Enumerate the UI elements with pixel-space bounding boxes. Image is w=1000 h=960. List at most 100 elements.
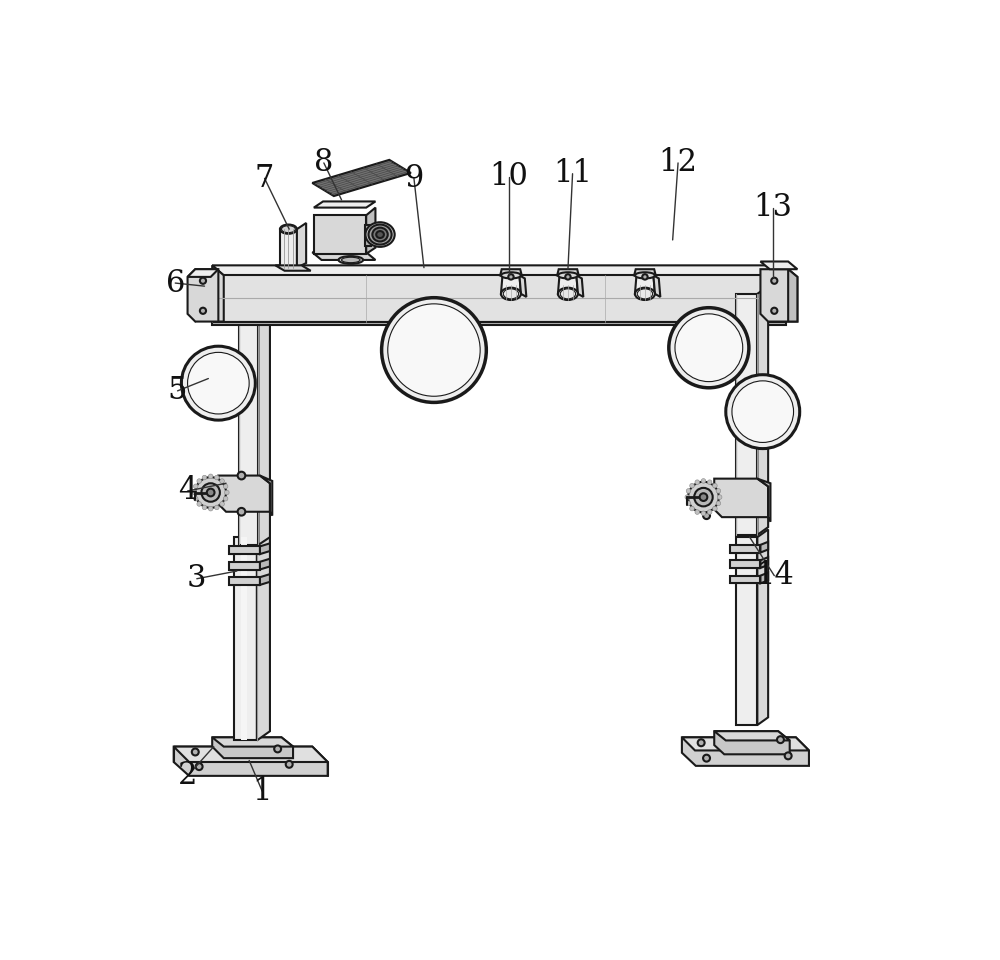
Polygon shape	[500, 269, 522, 276]
Circle shape	[701, 479, 706, 483]
Ellipse shape	[558, 288, 578, 300]
Circle shape	[200, 308, 206, 314]
Polygon shape	[212, 265, 224, 322]
Polygon shape	[730, 545, 760, 553]
Polygon shape	[760, 261, 797, 269]
Polygon shape	[188, 269, 218, 276]
Circle shape	[717, 494, 722, 499]
Polygon shape	[519, 276, 526, 297]
Ellipse shape	[365, 222, 395, 247]
Text: 5: 5	[168, 375, 187, 406]
Circle shape	[707, 510, 712, 515]
Text: 2: 2	[178, 760, 197, 791]
Circle shape	[694, 488, 713, 506]
Circle shape	[197, 479, 202, 484]
Circle shape	[223, 484, 228, 489]
Polygon shape	[241, 538, 247, 740]
Circle shape	[196, 763, 203, 770]
Polygon shape	[760, 269, 797, 322]
Polygon shape	[682, 737, 809, 751]
Polygon shape	[714, 479, 768, 517]
Circle shape	[207, 489, 215, 496]
Polygon shape	[757, 479, 770, 522]
Polygon shape	[275, 265, 311, 271]
Ellipse shape	[501, 288, 521, 300]
Circle shape	[642, 275, 648, 279]
Polygon shape	[229, 562, 260, 569]
Text: 8: 8	[314, 148, 334, 179]
Circle shape	[686, 501, 691, 506]
Polygon shape	[314, 215, 366, 253]
Ellipse shape	[635, 288, 655, 300]
Polygon shape	[218, 475, 270, 512]
Circle shape	[208, 474, 213, 479]
Circle shape	[716, 489, 721, 493]
Ellipse shape	[503, 289, 519, 299]
Circle shape	[181, 347, 255, 420]
Circle shape	[223, 496, 228, 501]
Polygon shape	[736, 538, 757, 725]
Polygon shape	[760, 572, 768, 584]
Polygon shape	[736, 294, 757, 535]
Polygon shape	[757, 286, 768, 535]
Ellipse shape	[342, 257, 360, 263]
Circle shape	[286, 761, 293, 768]
Ellipse shape	[282, 226, 295, 232]
Circle shape	[382, 298, 486, 402]
Polygon shape	[557, 269, 579, 276]
Circle shape	[188, 352, 249, 414]
Circle shape	[669, 308, 749, 388]
Circle shape	[707, 480, 712, 485]
Circle shape	[703, 755, 710, 761]
Circle shape	[688, 482, 719, 513]
Polygon shape	[788, 269, 797, 322]
Circle shape	[508, 275, 514, 279]
Circle shape	[771, 277, 777, 284]
Ellipse shape	[637, 289, 653, 299]
Polygon shape	[730, 576, 760, 584]
Polygon shape	[634, 269, 656, 276]
Circle shape	[565, 275, 571, 279]
Circle shape	[703, 512, 710, 519]
Circle shape	[695, 480, 700, 485]
Polygon shape	[714, 732, 790, 755]
Circle shape	[195, 477, 226, 508]
Circle shape	[200, 277, 206, 284]
Text: 12: 12	[659, 148, 698, 179]
Polygon shape	[229, 577, 260, 585]
Polygon shape	[212, 737, 293, 758]
Circle shape	[193, 496, 198, 501]
Circle shape	[713, 506, 717, 511]
Circle shape	[675, 314, 743, 382]
Polygon shape	[212, 265, 786, 276]
Circle shape	[716, 501, 721, 506]
Ellipse shape	[338, 256, 363, 264]
Polygon shape	[760, 541, 768, 553]
Polygon shape	[774, 265, 786, 322]
Circle shape	[701, 511, 706, 516]
Circle shape	[777, 736, 784, 743]
Ellipse shape	[635, 273, 655, 278]
Circle shape	[238, 508, 245, 516]
Circle shape	[695, 510, 700, 515]
Text: 9: 9	[404, 163, 424, 194]
Circle shape	[690, 484, 694, 488]
Circle shape	[685, 494, 690, 499]
Circle shape	[215, 505, 219, 510]
Polygon shape	[260, 559, 270, 569]
Text: 7: 7	[255, 163, 274, 194]
Polygon shape	[312, 252, 375, 260]
Ellipse shape	[372, 228, 388, 242]
Polygon shape	[365, 225, 371, 246]
Text: 13: 13	[753, 192, 792, 223]
Circle shape	[215, 475, 219, 480]
Polygon shape	[260, 574, 270, 585]
Polygon shape	[635, 276, 655, 294]
Text: 10: 10	[489, 161, 528, 192]
Circle shape	[690, 506, 694, 511]
Polygon shape	[212, 276, 786, 322]
Circle shape	[220, 502, 224, 506]
Polygon shape	[682, 737, 809, 766]
Circle shape	[193, 484, 198, 489]
Circle shape	[785, 753, 792, 759]
